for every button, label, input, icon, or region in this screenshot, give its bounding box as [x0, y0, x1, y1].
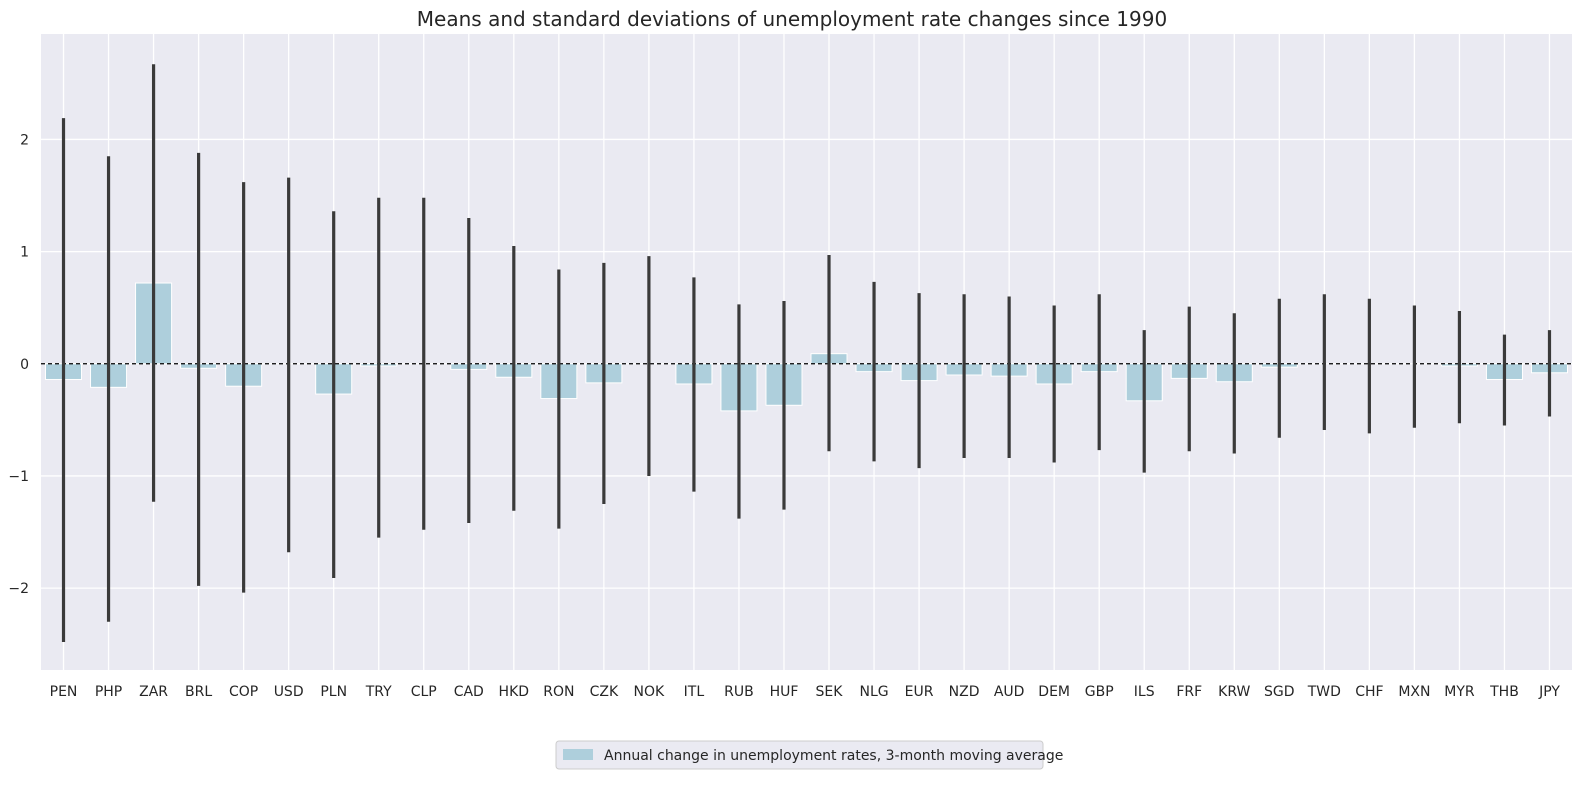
x-tick-label: CHF — [1355, 684, 1383, 700]
x-tick-label: JPY — [1538, 684, 1560, 700]
x-tick-label: ILS — [1134, 684, 1155, 700]
x-tick-label: RON — [543, 684, 574, 700]
x-tick-label: CLP — [411, 684, 437, 700]
y-tick-label: 2 — [20, 132, 29, 148]
chart-title: Means and standard deviations of unemplo… — [417, 7, 1167, 31]
x-tick-label: GBP — [1085, 684, 1114, 700]
x-tick-label: ZAR — [139, 684, 168, 700]
x-tick-label: THB — [1489, 684, 1519, 700]
x-tick-label: KRW — [1218, 684, 1250, 700]
x-tick-label: ITL — [684, 684, 705, 700]
x-tick-label: BRL — [185, 684, 212, 700]
legend-label: Annual change in unemployment rates, 3-m… — [604, 748, 1063, 764]
x-tick-label: NOK — [634, 684, 665, 700]
x-tick-label: DEM — [1038, 684, 1070, 700]
y-tick-label: −1 — [8, 469, 29, 485]
x-axis-ticks: PEN PHP ZAR BRL COP USD PLN TRY CLP CAD HKD RON CZK N… — [50, 684, 1561, 700]
x-tick-label: HUF — [770, 684, 799, 700]
y-tick-label: 1 — [20, 245, 29, 261]
x-tick-label: SEK — [816, 684, 844, 700]
x-tick-label: MYR — [1444, 684, 1475, 700]
plot-area — [41, 34, 1572, 670]
x-tick-label: FRF — [1176, 684, 1202, 700]
y-axis-ticks: −2 −1 0 1 2 — [8, 132, 29, 597]
x-tick-label: TRY — [365, 684, 392, 700]
x-tick-label: CZK — [590, 684, 619, 700]
x-tick-label: PHP — [95, 684, 122, 700]
x-tick-label: RUB — [724, 684, 754, 700]
legend-swatch — [563, 749, 593, 760]
y-tick-label: −2 — [8, 581, 29, 597]
legend: Annual change in unemployment rates, 3-m… — [555, 740, 1063, 770]
x-tick-label: EUR — [905, 684, 934, 700]
x-tick-label: CAD — [454, 684, 484, 700]
x-tick-label: TWD — [1307, 684, 1341, 700]
x-tick-label: HKD — [499, 684, 530, 700]
x-tick-label: PEN — [50, 684, 78, 700]
x-tick-label: COP — [229, 684, 258, 700]
x-tick-label: PLN — [320, 684, 347, 700]
x-tick-label: MXN — [1398, 684, 1430, 700]
x-tick-label: SGD — [1264, 684, 1295, 700]
x-tick-label: AUD — [994, 684, 1025, 700]
x-tick-label: NZD — [949, 684, 980, 700]
y-tick-label: 0 — [20, 357, 29, 373]
legend-box — [555, 740, 1044, 770]
error-bars-layer — [61, 64, 1552, 642]
x-tick-label: NLG — [859, 684, 888, 700]
x-tick-label: USD — [274, 684, 304, 700]
